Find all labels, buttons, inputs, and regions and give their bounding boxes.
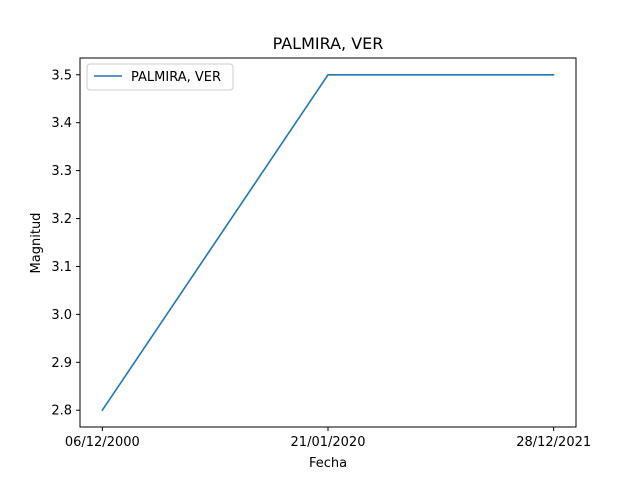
- y-tick-label: 3.2: [51, 212, 72, 227]
- y-tick-label: 3.4: [51, 116, 72, 131]
- y-tick-label: 3.0: [51, 308, 72, 323]
- legend: PALMIRA, VER: [86, 63, 234, 91]
- data-point: [327, 73, 329, 76]
- legend-label: PALMIRA, VER: [131, 70, 221, 85]
- chart-title: PALMIRA, VER: [273, 34, 384, 53]
- series-line: [101, 73, 554, 411]
- y-tick-label: 3.5: [51, 68, 72, 83]
- x-axis: 06/12/2000 21/01/2020 28/12/2021: [65, 427, 591, 450]
- x-axis-label: Fecha: [309, 456, 347, 471]
- y-axis-label: Magnitud: [29, 213, 44, 274]
- data-point: [552, 73, 555, 76]
- x-tick-label: 28/12/2021: [516, 435, 591, 450]
- y-tick-label: 3.1: [51, 260, 72, 275]
- legend-box: [86, 63, 234, 91]
- y-tick-label: 2.8: [51, 404, 72, 419]
- plot-frame: [79, 57, 577, 428]
- data-point: [101, 409, 104, 412]
- series-layer: [101, 73, 555, 412]
- y-tick-label: 2.9: [51, 356, 72, 371]
- x-tick-label: 21/01/2020: [291, 435, 366, 450]
- plot-area: [79, 57, 577, 428]
- y-tick-label: 3.3: [51, 164, 72, 179]
- x-tick-label: 06/12/2000: [65, 435, 140, 450]
- y-axis: 2.8 2.9 3.0 3.1 3.2 3.3 3.4 3.5: [51, 68, 80, 419]
